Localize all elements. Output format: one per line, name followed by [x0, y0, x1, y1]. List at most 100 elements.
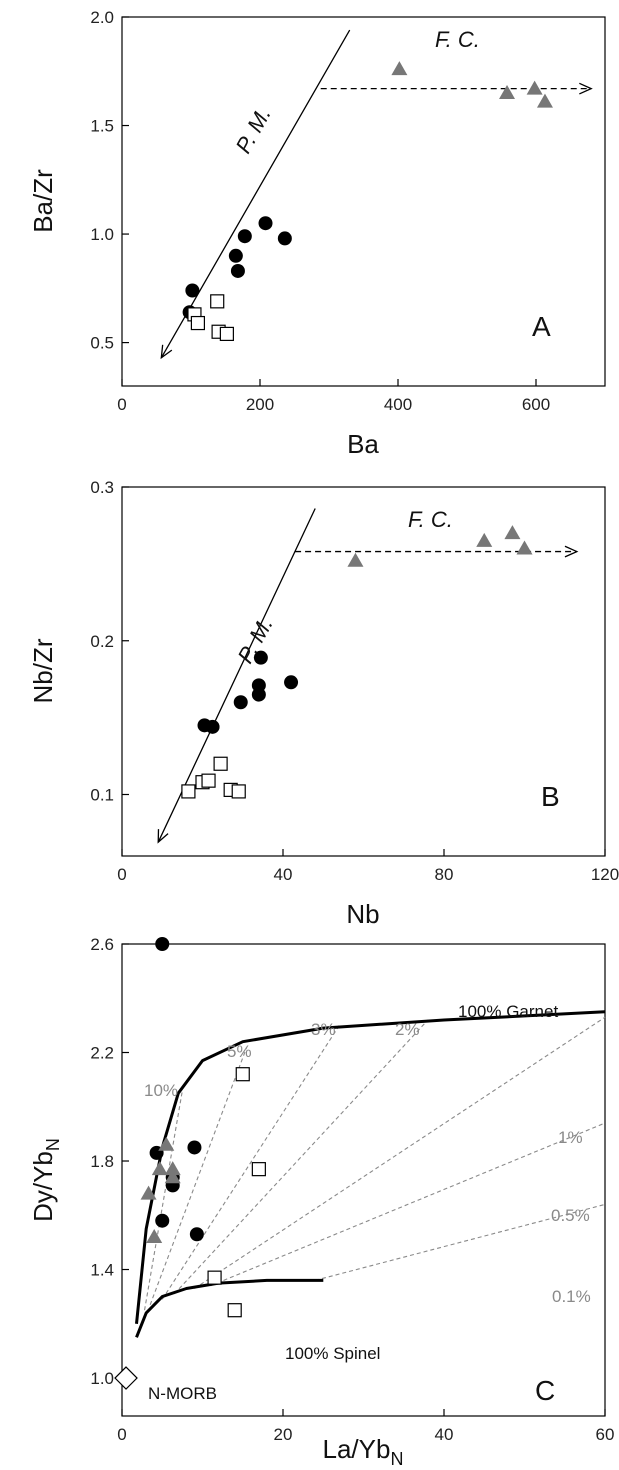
panel-b-y-ticks: 0.1 0.2 0.3 — [90, 478, 129, 805]
panel-a-pm-line — [160, 29, 351, 359]
circle-point — [228, 248, 243, 263]
panel-a-x-tick-label: 400 — [384, 395, 412, 414]
panel-a-y-tick-label: 1.5 — [90, 117, 114, 136]
panel-a-pm-label: P. M. — [231, 103, 276, 158]
square-point — [213, 756, 228, 771]
triangle-point — [536, 93, 553, 108]
spinel-curve — [135, 1278, 324, 1338]
panel-a-pm-arrowhead — [160, 344, 173, 360]
circle-point — [205, 719, 220, 734]
triangle-point — [164, 1161, 181, 1176]
circle-point — [187, 1140, 202, 1155]
panel-a-x-tick-label: 600 — [522, 395, 550, 414]
square-point — [190, 315, 205, 331]
circle-point — [253, 650, 268, 665]
panel-b-x-axis-label: Nb — [346, 899, 379, 929]
triangle-point — [140, 1185, 157, 1200]
panel-b-y-axis-label: Nb/Zr — [28, 638, 58, 703]
triangle-point — [526, 80, 543, 95]
panel-a-y-ticks: 0.5 1.0 1.5 2.0 — [90, 8, 129, 353]
square-point — [181, 784, 196, 799]
triangle-point — [516, 540, 533, 555]
panel-b-fc-label: F. C. — [408, 507, 453, 532]
n-morb-label: N-MORB — [148, 1384, 217, 1403]
panel-c-y-axis-label: Dy/YbN — [28, 1138, 63, 1222]
panel-c-y-tick-label: 2.2 — [90, 1044, 114, 1063]
circle-point — [155, 1213, 170, 1228]
square-point — [235, 1067, 250, 1082]
triangle-point — [146, 1228, 163, 1243]
circle-point — [237, 229, 252, 244]
circle-point — [251, 678, 266, 693]
panel-c-x-tick-label: 40 — [435, 1425, 454, 1444]
melt-label-0-5: 0.5% — [551, 1206, 590, 1225]
panel-c-y-tick-label: 1.8 — [90, 1152, 114, 1171]
panel-a-y-tick-label: 1.0 — [90, 225, 114, 244]
panel-a-x-ticks: 0 200 400 600 — [117, 379, 550, 414]
melt-line — [149, 1046, 248, 1305]
triangle-point — [499, 84, 516, 99]
panel-b-fc-arrowhead — [564, 545, 579, 558]
melt-line — [173, 1019, 429, 1295]
panel-c-x-ticks: 0 20 40 60 — [117, 1409, 614, 1444]
panel-b-letter: B — [541, 781, 560, 812]
panel-c-y-tick-label: 1.0 — [90, 1369, 114, 1388]
panel-b-pm-label: P. M. — [233, 613, 278, 668]
triangle-point — [151, 1161, 168, 1176]
melt-label-10: 10% — [144, 1081, 178, 1100]
panel-b-x-tick-label: 80 — [435, 865, 454, 884]
melt-line — [315, 1203, 606, 1281]
melt-line — [143, 1090, 183, 1311]
panel-c-x-tick-label: 60 — [596, 1425, 615, 1444]
n-morb-diamond — [114, 1366, 138, 1390]
square-point — [210, 294, 225, 309]
panel-c-y-tick-label: 2.6 — [90, 935, 114, 954]
triangle-point — [476, 532, 493, 547]
panel-a-fc-label: F. C. — [435, 27, 480, 52]
panel-a-x-tick-label: 200 — [246, 395, 274, 414]
circle-point — [284, 675, 299, 690]
panel-c-y-ticks: 1.0 1.4 1.8 2.2 2.6 — [90, 935, 129, 1388]
garnet-curve-label: 100% Garnet — [458, 1002, 558, 1021]
panel-b-x-tick-label: 40 — [274, 865, 293, 884]
garnet-curve — [135, 1010, 606, 1324]
panel-a-letter: A — [532, 311, 551, 342]
panel-a: 0 200 400 600 0.5 1.0 1.5 2.0 P. M. F. C. A Ba… — [28, 8, 606, 459]
melt-label-3: 3% — [311, 1020, 336, 1039]
circle-point — [185, 283, 200, 298]
square-point — [207, 1270, 222, 1285]
circle-point — [230, 263, 245, 278]
panel-b: 0 40 80 120 0.1 0.2 0.3 P. M. F. C. B Nb Nb/Z… — [28, 478, 619, 929]
panel-b-trend-lines — [157, 508, 579, 844]
melt-line — [194, 1016, 606, 1289]
square-point — [227, 1303, 242, 1318]
panel-b-frame — [121, 486, 606, 857]
triangle-point — [164, 1169, 181, 1184]
panel-a-y-axis-label: Ba/Zr — [28, 169, 58, 233]
melt-line — [210, 1122, 606, 1287]
panel-a-fc-arrowhead — [579, 82, 593, 95]
panel-c-letter: C — [535, 1375, 555, 1406]
circle-point — [233, 695, 248, 710]
square-point — [219, 326, 234, 342]
circle-point — [155, 937, 170, 951]
triangle-point — [391, 61, 408, 76]
melt-line — [161, 1025, 340, 1300]
melt-label-5: 5% — [227, 1042, 252, 1061]
panel-a-x-tick-label: 0 — [117, 395, 126, 414]
circle-point — [189, 1227, 204, 1242]
panel-b-x-ticks: 0 40 80 120 — [117, 849, 619, 884]
melt-label-2: 2% — [395, 1020, 420, 1039]
triangle-point — [158, 1136, 175, 1151]
panel-a-points — [182, 61, 553, 342]
panel-a-trend-lines — [160, 29, 593, 360]
panel-c-melting-lines — [143, 1016, 606, 1311]
panel-b-y-tick-label: 0.1 — [90, 786, 114, 805]
panel-a-frame — [121, 16, 606, 387]
panel-a-y-tick-label: 0.5 — [90, 334, 114, 353]
panel-c-y-tick-label: 1.4 — [90, 1261, 114, 1280]
square-point — [251, 1162, 266, 1177]
panel-c-x-tick-label: 0 — [117, 1425, 126, 1444]
square-point — [201, 773, 216, 788]
